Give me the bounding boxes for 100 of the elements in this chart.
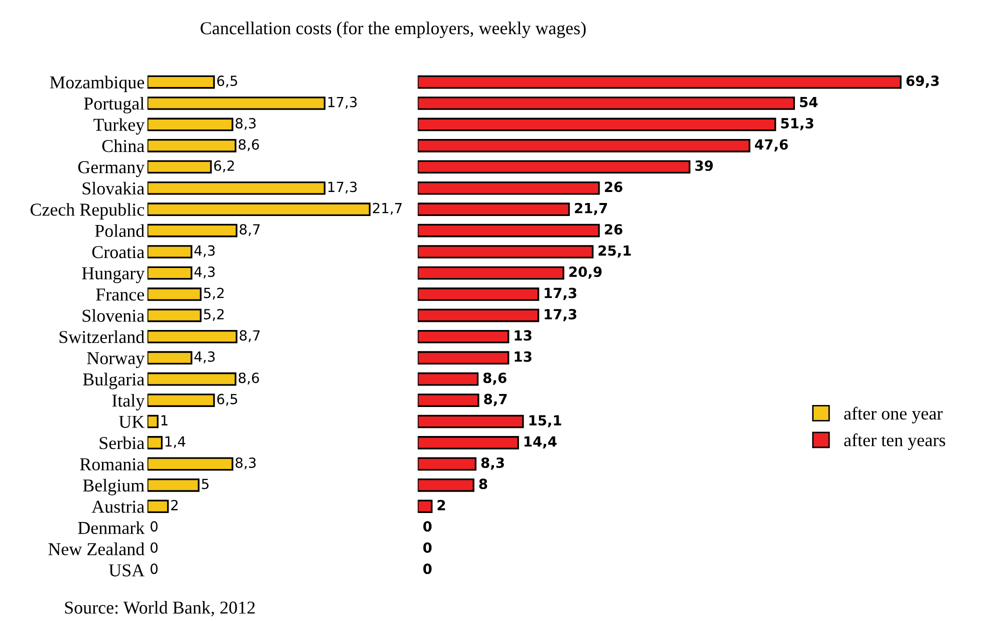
data-label: 8,7 [240, 224, 260, 236]
data-label: 1 [161, 415, 168, 426]
bar [418, 394, 480, 407]
y-tick-label: Czech Republic [30, 203, 144, 220]
data-label: 54 [800, 96, 818, 108]
data-label: 25,1 [598, 245, 631, 258]
bar [418, 478, 474, 492]
y-tick-label: Romania [80, 458, 144, 470]
y-tick-label: Belgium [83, 478, 144, 496]
data-label: 4,3 [194, 351, 215, 364]
data-label: 51,3 [781, 118, 814, 130]
bar [147, 414, 159, 428]
data-label: 6,2 [214, 160, 234, 172]
bar [147, 500, 169, 514]
legend-label: after one year [844, 406, 943, 424]
data-label: 15,1 [529, 415, 562, 428]
data-label: 17,3 [328, 96, 357, 109]
bar [418, 245, 594, 258]
bar [418, 308, 540, 322]
bar [418, 118, 776, 132]
data-label: 0 [423, 564, 432, 574]
data-label: 21,7 [372, 202, 402, 215]
data-label: 8,3 [236, 457, 256, 470]
bar [147, 245, 192, 258]
data-label: 14,4 [524, 436, 557, 449]
bar [418, 181, 600, 195]
data-label: 26 [604, 224, 622, 235]
data-label: 6,5 [217, 76, 238, 88]
data-label: 17,3 [544, 288, 576, 300]
source-note: Source: World Bank, 2012 [65, 601, 255, 616]
legend-label: after ten years [844, 433, 946, 450]
y-tick-label: Serbia [100, 436, 144, 450]
data-label: 0 [423, 542, 432, 553]
data-label: 17,3 [544, 308, 576, 322]
data-label: 4,3 [194, 245, 215, 258]
y-tick-label: Bulgaria [83, 372, 144, 390]
bar [418, 414, 524, 428]
y-tick-label: USA [108, 564, 145, 576]
bar [147, 96, 326, 110]
data-label: 21,7 [574, 202, 607, 216]
bar [147, 308, 202, 322]
bar [147, 181, 326, 195]
data-label: 5,2 [204, 288, 224, 300]
bar [418, 224, 600, 238]
y-tick-label: Switzerland [60, 330, 144, 344]
data-label: 2 [438, 500, 445, 510]
data-label: 0 [150, 542, 158, 553]
data-label: 8,7 [484, 394, 507, 406]
bar [418, 160, 690, 174]
y-tick-label: UK [118, 416, 144, 428]
bar [147, 478, 200, 492]
data-label: 8,3 [236, 118, 256, 130]
data-label: 13 [514, 351, 532, 362]
data-label: 1,4 [166, 436, 186, 448]
y-tick-label: France [96, 288, 144, 301]
bar [418, 500, 433, 514]
data-label: 8,6 [483, 372, 506, 385]
y-tick-label: Poland [95, 224, 144, 237]
data-label: 0 [150, 564, 158, 574]
bar [147, 266, 192, 280]
bar [147, 457, 234, 471]
bar [147, 330, 238, 344]
data-label: 26 [604, 182, 622, 192]
bar [418, 288, 540, 301]
data-label: 0 [150, 521, 158, 532]
bar [418, 372, 479, 386]
data-label: 0 [423, 521, 432, 532]
data-label: 8,7 [240, 330, 260, 342]
bar [147, 160, 212, 174]
y-tick-label: China [102, 139, 144, 152]
bar [147, 118, 234, 132]
bar [418, 351, 510, 365]
data-label: 17,3 [328, 182, 357, 194]
bar [147, 224, 238, 238]
bar [418, 202, 570, 216]
data-label: 8,3 [481, 457, 504, 470]
data-label: 69,3 [906, 76, 939, 88]
y-tick-label: New Zealand [48, 542, 144, 556]
bar [418, 436, 519, 450]
y-tick-label: Hungary [82, 267, 145, 284]
data-label: 8,6 [238, 139, 259, 152]
bar [418, 266, 564, 280]
data-label: 20,9 [569, 266, 602, 279]
bar [147, 436, 163, 450]
bar [418, 75, 902, 89]
bar [418, 330, 510, 344]
y-tick-label: Denmark [78, 521, 145, 534]
y-tick-label: Italy [112, 394, 145, 410]
data-label: 4,3 [194, 266, 215, 278]
bar [147, 351, 192, 365]
data-label: 8 [479, 478, 488, 490]
y-tick-label: Austria [92, 500, 144, 513]
bar [418, 457, 476, 471]
data-label: 39 [695, 160, 713, 171]
data-label: 8,6 [238, 372, 259, 385]
bar [147, 202, 371, 216]
y-tick-label: Slovenia [82, 309, 144, 322]
bar [147, 288, 202, 301]
data-label: 2 [171, 500, 178, 510]
y-tick-label: Croatia [92, 246, 144, 258]
